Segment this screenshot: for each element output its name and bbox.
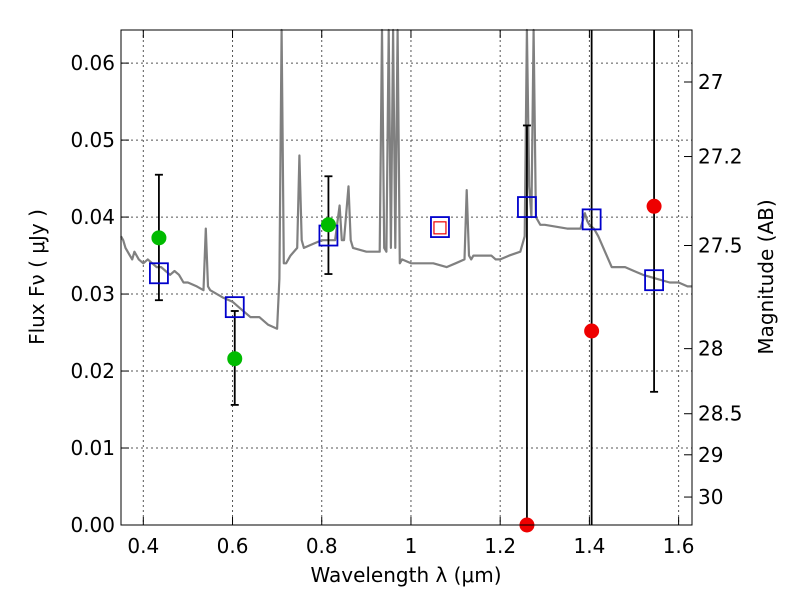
model-spectrum-layer bbox=[120, 28, 692, 330]
model-spectrum-line bbox=[120, 28, 692, 330]
x-tick-label: 1 bbox=[405, 534, 418, 558]
y-tick-label: 0.01 bbox=[70, 436, 115, 460]
plot-frame bbox=[120, 29, 693, 526]
x-tick-label: 0.6 bbox=[217, 534, 249, 558]
model-flux-box bbox=[224, 296, 245, 319]
y-right-axis-label: Magnitude (AB) bbox=[754, 199, 778, 354]
y-tick-label: 0.03 bbox=[70, 282, 115, 306]
red-flux-point bbox=[646, 198, 662, 214]
ticks bbox=[121, 30, 692, 526]
green-flux-point bbox=[151, 230, 167, 246]
x-tick-label: 0.8 bbox=[306, 534, 338, 558]
y-right-tick-label: 29 bbox=[698, 443, 723, 467]
y-tick-label: 0.00 bbox=[70, 513, 115, 537]
x-axis-label: Wavelength λ (μm) bbox=[310, 563, 501, 587]
green-flux-point bbox=[320, 217, 336, 233]
y-tick-label: 0.02 bbox=[70, 359, 115, 383]
model-flux-box bbox=[149, 262, 169, 285]
x-tick-label: 1.6 bbox=[663, 534, 695, 558]
y-right-tick-label: 27 bbox=[698, 70, 723, 94]
x-tick-label: 1.4 bbox=[573, 534, 605, 558]
y-tick-label: 0.06 bbox=[70, 51, 115, 75]
x-tick-label: 1.2 bbox=[484, 534, 516, 558]
y-right-tick-label: 27.2 bbox=[698, 145, 743, 169]
model-flux-box bbox=[644, 269, 664, 292]
y-axis-label: Flux Fν ( μJy ) bbox=[25, 209, 49, 345]
model-flux-box bbox=[430, 216, 450, 238]
y-right-tick-label: 28 bbox=[698, 337, 723, 361]
y-right-tick-label: 28.5 bbox=[698, 402, 743, 426]
red-flux-marker-small bbox=[433, 221, 447, 235]
x-tick-label: 0.4 bbox=[127, 534, 159, 558]
y-right-tick-label: 30 bbox=[698, 485, 723, 509]
observed-points bbox=[151, 198, 662, 533]
green-flux-point bbox=[227, 351, 243, 367]
y-tick-label: 0.05 bbox=[70, 128, 115, 152]
red-flux-point bbox=[584, 323, 600, 339]
model-flux-box bbox=[517, 196, 537, 218]
model-flux-box bbox=[581, 208, 602, 231]
errorbars bbox=[154, 30, 659, 525]
y-tick-label: 0.04 bbox=[70, 205, 115, 229]
tick-labels: 0.4 0.6 0.8 1 1.2 1.4 1.6 0.00 0.01 0.02 0.03 0.04 0… bbox=[70, 51, 742, 558]
y-right-tick-label: 27.5 bbox=[698, 233, 743, 257]
